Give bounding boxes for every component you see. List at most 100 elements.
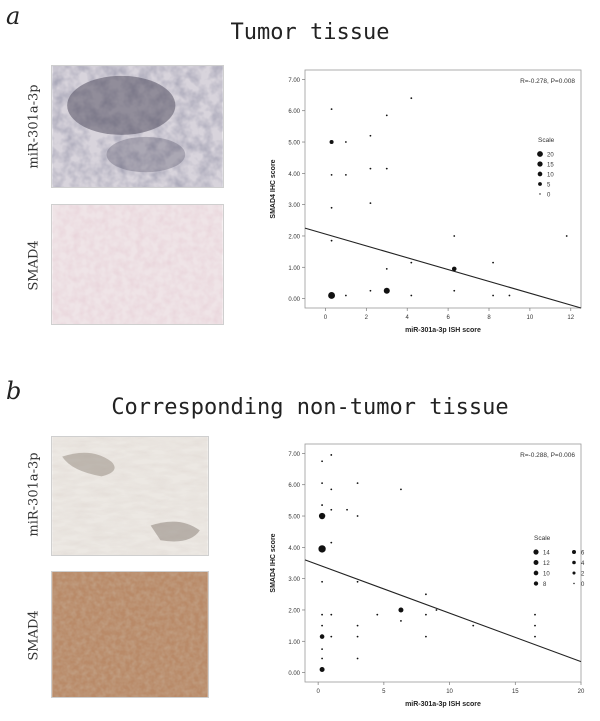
data-point	[492, 294, 494, 297]
panel-b-mirna-ish-image	[51, 436, 209, 556]
legend-label: 5	[547, 182, 551, 188]
data-point	[330, 488, 333, 491]
legend-label: 0	[581, 582, 585, 588]
legend-marker	[537, 151, 543, 157]
data-point	[376, 613, 379, 616]
x-tick-label: 8	[487, 315, 491, 321]
panel-a-mirna-label: miR-301a-3p	[26, 84, 42, 169]
legend-marker	[539, 193, 541, 195]
data-point	[330, 239, 333, 242]
x-tick-label: 5	[382, 689, 386, 695]
data-point	[330, 108, 333, 111]
plot-area	[304, 69, 582, 309]
legend-label: 2	[581, 571, 585, 577]
legend-marker	[537, 171, 543, 177]
data-point	[398, 607, 404, 613]
legend-label: 14	[543, 550, 550, 556]
data-point	[329, 139, 334, 145]
data-point	[321, 648, 323, 651]
legend-label: 10	[547, 172, 554, 178]
legend-marker	[533, 560, 539, 565]
data-point	[321, 504, 323, 506]
data-point	[410, 294, 413, 297]
y-tick-label: 6.00	[288, 109, 300, 115]
x-tick-label: 4	[406, 315, 410, 321]
panel-b-smad4-ihc-image	[51, 571, 209, 698]
data-point	[321, 482, 323, 485]
data-point	[369, 202, 372, 204]
data-point	[319, 666, 325, 672]
y-axis-label: SMAD4 IHC score	[270, 533, 277, 592]
legend-label: 4	[581, 561, 585, 567]
scatter-chart-tumor: 0.00 1.00 2.00 3.00 4.00 5.00 6.00 7.00 0 2 4 6 8 10 1…	[270, 69, 582, 334]
x-tick-label: 20	[578, 689, 585, 695]
legend-label: 15	[547, 162, 554, 168]
y-tick-label: 1.00	[288, 640, 300, 646]
legend-marker	[571, 549, 577, 555]
data-point	[534, 635, 536, 638]
legend-marker	[573, 582, 575, 585]
y-axis-label: SMAD4 IHC score	[270, 159, 277, 218]
data-point	[369, 289, 372, 292]
data-point	[410, 261, 413, 264]
y-tick-label: 2.00	[288, 234, 300, 240]
data-point	[330, 454, 333, 456]
y-tick-label: 0.00	[288, 671, 300, 677]
data-point	[319, 634, 325, 639]
data-point	[321, 624, 323, 627]
data-point	[534, 613, 536, 616]
data-point	[425, 613, 427, 616]
panel-a-letter: a	[6, 2, 21, 30]
x-tick-label: 10	[527, 315, 534, 321]
data-point	[318, 512, 326, 520]
data-point	[383, 287, 390, 294]
y-tick-label: 0.00	[288, 297, 300, 303]
data-point	[346, 508, 348, 511]
data-point	[321, 613, 323, 616]
data-point	[330, 541, 333, 544]
data-point	[534, 624, 536, 627]
data-point	[321, 460, 323, 463]
data-point	[321, 580, 323, 583]
legend-marker	[572, 560, 576, 565]
y-tick-label: 7.00	[288, 78, 300, 84]
regression-line	[304, 227, 582, 309]
legend-marker	[533, 581, 539, 586]
data-point	[400, 488, 402, 491]
data-point	[328, 292, 336, 299]
data-point	[385, 114, 388, 117]
legend-label: 12	[543, 561, 550, 567]
data-point	[330, 508, 333, 511]
data-point	[356, 482, 359, 485]
x-tick-label: 12	[567, 315, 574, 321]
data-point	[344, 294, 347, 297]
data-point	[453, 289, 456, 292]
data-point	[356, 515, 359, 517]
panel-b-mirna-label: miR-301a-3p	[26, 452, 42, 537]
data-point	[385, 167, 388, 170]
legend-label: 20	[547, 152, 554, 158]
y-tick-label: 4.00	[288, 172, 300, 178]
data-point	[492, 261, 494, 264]
data-point	[565, 235, 568, 237]
data-point	[451, 266, 457, 272]
data-point	[330, 206, 333, 209]
legend-label: 6	[581, 550, 585, 556]
panel-a-title: Tumor tissue	[230, 20, 390, 45]
x-tick-label: 0	[324, 315, 328, 321]
panel-b-smad4-label: SMAD4	[26, 610, 42, 661]
legend-label: 10	[543, 571, 550, 577]
data-point	[369, 134, 372, 137]
x-tick-label: 0	[316, 689, 320, 695]
y-tick-label: 5.00	[288, 515, 300, 521]
data-point	[435, 609, 438, 611]
legend-title: Scale	[538, 137, 555, 144]
correlation-annotation: R=-0.278, P=0.008	[520, 78, 575, 85]
y-tick-label: 7.00	[288, 452, 300, 458]
data-point	[356, 580, 359, 583]
x-tick-label: 10	[446, 689, 453, 695]
panel-b-title: Corresponding non-tumor tissue	[111, 395, 509, 420]
y-tick-label: 6.00	[288, 483, 300, 489]
data-point	[344, 141, 347, 143]
legend-label: 8	[543, 582, 547, 588]
